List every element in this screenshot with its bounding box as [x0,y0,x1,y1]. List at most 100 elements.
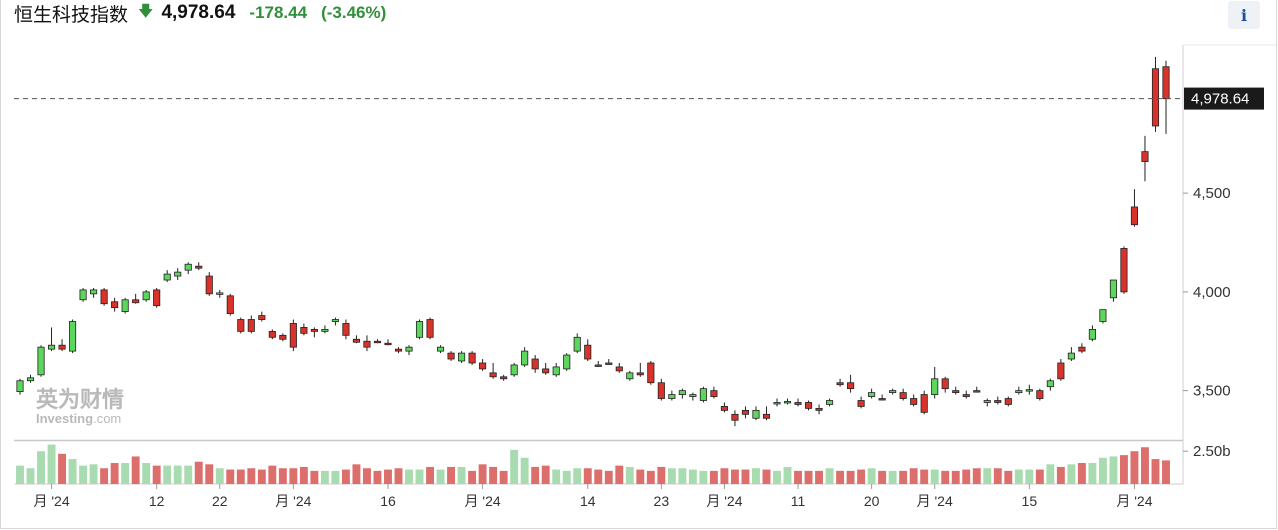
last-price-box [1184,87,1264,110]
volume-bar [762,469,771,484]
volume-bar [489,466,498,484]
candle-body [111,301,119,309]
candle-body [142,291,150,301]
volume-bar [478,464,487,484]
candle-body [216,292,224,295]
candle-body [468,352,476,364]
candle-body [226,295,234,315]
candle-body [699,388,707,401]
volume-bar [184,465,193,484]
down-arrow-icon: 🡇 [138,2,154,20]
candle-body [342,323,350,336]
volume-bar [972,468,981,484]
volume-bar [1130,451,1139,484]
volume-bar [68,459,77,484]
candle-body [37,346,45,376]
candle-body [889,390,897,394]
candle-body [773,402,781,405]
candle-body [563,354,571,370]
volume-bar [447,466,456,484]
volume-tick-label: 2.50b [1193,443,1231,460]
volume-bar [436,469,445,484]
candle-body [268,330,276,338]
volume-bar [331,470,340,484]
watermark: 英为财情 Investing.com [36,387,124,426]
candle-body [636,372,644,376]
volume-bar [878,470,887,484]
volume-bar [825,468,834,484]
x-tick-label: 20 [864,493,880,509]
candle-body [931,378,939,395]
volume-bar [741,469,750,484]
info-button[interactable]: i [1228,1,1260,29]
volume-bar [1077,463,1086,484]
volume-bar [16,465,24,484]
candle-body [1151,68,1160,127]
volume-bar [773,470,781,484]
volume-bar [920,469,929,484]
volume-bar [583,468,592,484]
volume-bar [615,465,624,484]
volume-bar [247,468,256,484]
candle-body [489,372,497,378]
candle-body [594,364,602,367]
volume-bar [678,468,687,484]
candle-body [384,342,392,346]
volume-bar [142,463,151,484]
volume-bar [688,469,697,484]
candle-body [899,392,907,399]
volume-bar [110,463,119,484]
volume-bar [468,470,477,484]
volume-bar [1151,459,1160,484]
candle-body [69,321,77,352]
volume-bar [867,468,876,484]
volume-bar [58,453,67,484]
candle-body [321,328,329,332]
last-price-label: 4,978.64 [1191,91,1249,108]
volume-bar [194,461,203,484]
candle-body [26,377,35,382]
index-name: 恒生科技指数 [14,4,129,26]
volume-bar [993,468,1002,484]
volume-bar [268,465,277,484]
candle-body [195,265,203,269]
x-tick-label: 月 '24 [1116,493,1152,509]
volume-bar [47,444,56,484]
candle-body [479,362,487,370]
y-tick-label: 4,000 [1193,284,1231,301]
volume-bar [121,463,130,484]
volume-bar [79,465,88,484]
candle-body [16,380,24,393]
volume-bar [909,468,918,484]
price-change-percent: (-3.46%) [321,3,387,22]
volume-bar [236,469,245,484]
volume-bar [846,470,855,484]
candle-body [962,394,970,397]
candle-body [910,398,918,405]
candle-body [1057,362,1065,380]
candle-body [447,352,455,360]
candle-body [804,402,813,409]
volume-bar [152,465,161,484]
candle-body [720,406,728,411]
candle-body [174,271,182,277]
candle-body [647,362,655,384]
volume-bar [1004,470,1013,484]
candle-body [405,346,413,352]
candle-body [373,340,382,344]
candle-body [710,390,718,397]
candle-body [100,289,108,305]
candle-body [310,328,318,332]
volume-bar [531,466,540,484]
volume-bar [89,464,98,484]
volume-bar [951,470,960,484]
volume-bar [341,469,350,484]
volume-bar [930,469,939,484]
candle-body [1120,248,1128,293]
volume-bar [100,468,109,484]
candle-body [1078,346,1086,352]
index-header: 恒生科技指数 🡇 4,978.64 -178.44 (-3.46%) [14,0,386,26]
volume-bar [226,469,235,484]
volume-bar [1046,464,1055,484]
